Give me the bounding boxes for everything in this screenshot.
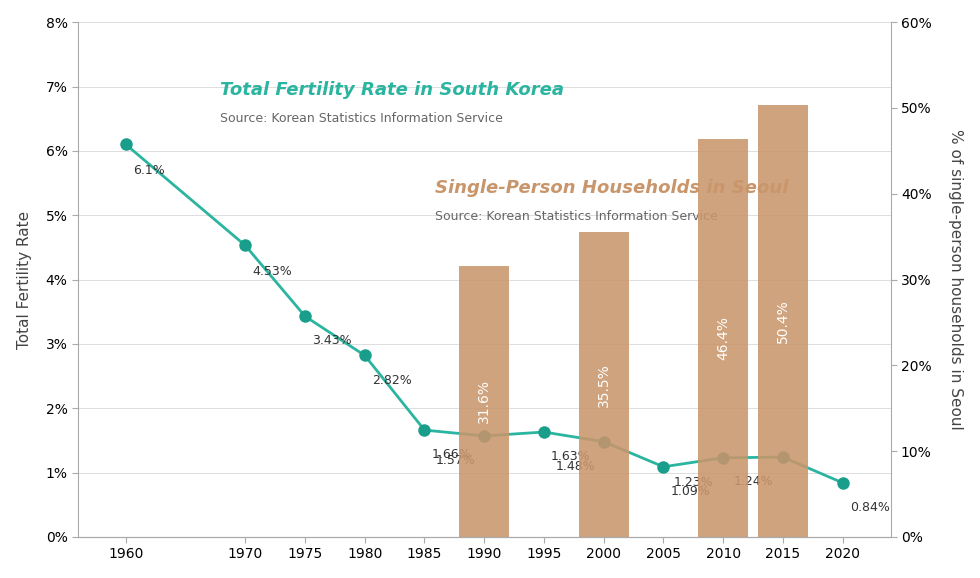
Text: 4.53%: 4.53% xyxy=(252,265,292,278)
Y-axis label: Total Fertility Rate: Total Fertility Rate xyxy=(17,210,31,349)
Text: 31.6%: 31.6% xyxy=(477,379,491,423)
Text: 1.48%: 1.48% xyxy=(556,460,596,473)
Text: 1.57%: 1.57% xyxy=(436,454,476,467)
Text: 3.43%: 3.43% xyxy=(312,334,352,347)
Y-axis label: % of single-person households in Seoul: % of single-person households in Seoul xyxy=(949,129,963,430)
Bar xyxy=(460,266,510,537)
Bar xyxy=(698,139,749,537)
Text: 1.23%: 1.23% xyxy=(674,476,713,489)
Text: 1.63%: 1.63% xyxy=(551,450,591,463)
Text: 6.1%: 6.1% xyxy=(132,164,165,177)
Text: 35.5%: 35.5% xyxy=(597,363,611,406)
Text: 0.84%: 0.84% xyxy=(850,501,890,514)
Text: Total Fertility Rate in South Korea: Total Fertility Rate in South Korea xyxy=(220,81,564,99)
Text: 2.82%: 2.82% xyxy=(371,373,412,387)
Text: 46.4%: 46.4% xyxy=(716,316,730,360)
Text: Source: Korean Statistics Information Service: Source: Korean Statistics Information Se… xyxy=(220,112,503,125)
Bar xyxy=(578,232,629,537)
Bar xyxy=(758,105,808,537)
Text: Source: Korean Statistics Information Service: Source: Korean Statistics Information Se… xyxy=(435,210,718,223)
Text: Single-Person Households in Seoul: Single-Person Households in Seoul xyxy=(435,179,789,197)
Text: 1.66%: 1.66% xyxy=(431,448,471,461)
Text: 50.4%: 50.4% xyxy=(776,299,790,343)
Text: 1.24%: 1.24% xyxy=(734,475,773,488)
Text: 1.09%: 1.09% xyxy=(670,485,710,498)
